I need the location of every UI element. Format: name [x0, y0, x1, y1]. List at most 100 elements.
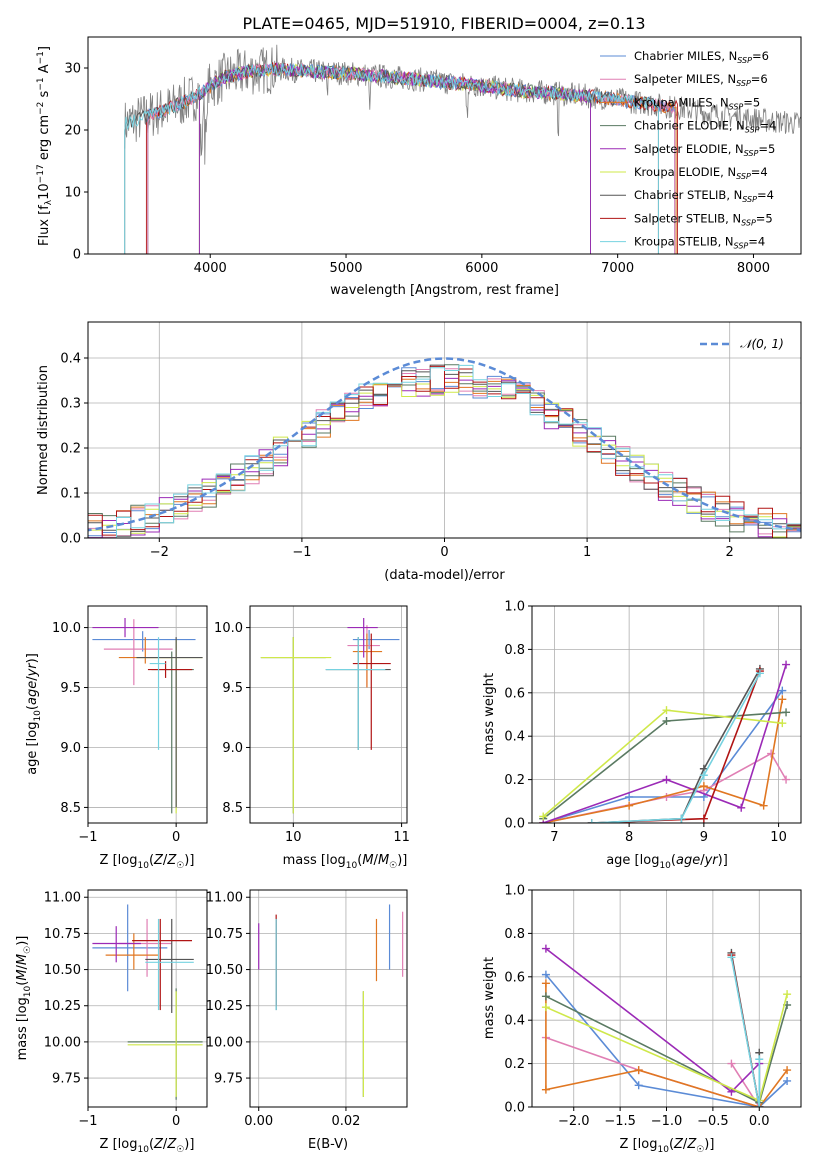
weight-marker [541, 1085, 550, 1094]
axes-border [87, 605, 208, 824]
y-tick-label: 10.25 [206, 999, 243, 1014]
weight-marker [634, 1081, 643, 1090]
legend-label: Chabrier ELODIE, NSSP=4 [634, 119, 776, 135]
label-part: λ [44, 199, 54, 205]
x-tick-label: 8 [625, 830, 633, 845]
label-part: )] [397, 853, 407, 868]
label-part: Salpeter MILES, N [634, 72, 736, 86]
label-part: ☉ [176, 1145, 184, 1155]
y-tick-label: 8.5 [60, 801, 81, 816]
label-part: yr [704, 853, 720, 868]
axes-frame: −2 −1 0 1 2 0.0 0.1 0.2 0.3 0.4 [60, 321, 802, 560]
y-tick-label: 10.0 [52, 621, 81, 636]
label-part: / [683, 1137, 688, 1152]
y-tick-label: 0.6 [504, 970, 525, 985]
y-tick-label: 10.0 [214, 621, 243, 636]
plot-area [541, 944, 792, 1107]
weight-marker [587, 819, 596, 823]
y-tick-label: 10.50 [44, 963, 81, 978]
label-part: Chabrier ELODIE, N [634, 119, 745, 133]
y-tick-label: 9.75 [214, 1072, 243, 1087]
label-part: Z [log [100, 1137, 138, 1152]
y-tick-label: 9.5 [222, 681, 243, 696]
legend-label: Salpeter MILES, NSSP=6 [634, 72, 768, 88]
x-axis-label: Z [log10(Z/Z☉)] [620, 1137, 715, 1155]
errorbar-chabrier-miles [92, 631, 196, 652]
x-axis-label: E(B-V) [308, 1137, 348, 1152]
label-part: )] [704, 1137, 714, 1152]
y-tick-label: 0.1 [60, 487, 81, 502]
plot-area [539, 660, 791, 823]
errorbar-chabrier-stelib [145, 918, 194, 1013]
panel-z-age: −1 08.59.09.510.0Z [log10(Z/Z☉)]age [log1… [25, 605, 208, 871]
y-tick-label: 0.6 [504, 686, 525, 701]
weight-marker [727, 953, 736, 962]
label-part: −1 [36, 77, 46, 90]
label-part: ☉ [696, 1145, 704, 1155]
y-tick-label: 0.2 [60, 442, 81, 457]
weight-marker [662, 706, 671, 715]
label-part: SSP [737, 56, 752, 65]
label-part: Z [686, 1137, 697, 1152]
weight-marker [625, 792, 634, 801]
weight-line [730, 957, 761, 1107]
weight-marker [783, 990, 792, 999]
label-part: M [15, 969, 30, 980]
label-part: SSP [744, 149, 759, 158]
plot-area [92, 617, 203, 814]
label-part: Z [166, 1137, 177, 1152]
x-tick-label: 0 [172, 1114, 180, 1129]
label-part: ( [25, 705, 40, 710]
histogram-kroupa-stelib [88, 364, 801, 538]
y-tick-label: 0.2 [504, 1057, 525, 1072]
axes-border [531, 605, 802, 824]
label-part: age [25, 681, 40, 705]
label-part: ( [669, 1137, 674, 1152]
y-tick-label: 10.00 [44, 1035, 81, 1050]
weight-marker [699, 771, 708, 780]
panel-ebv-mass: 0.00 0.02 9.75 10.00 10.25 10.50 10.75 11.00 E(B… [206, 889, 408, 1152]
y-tick-label: 0.0 [60, 532, 81, 547]
weight-series-chabrier-miles [541, 970, 792, 1107]
x-axis-label: wavelength [Angstrom, rest frame] [330, 283, 559, 298]
label-part: =4 [751, 165, 768, 179]
x-tick-label: −1.0 [651, 1114, 683, 1129]
plot-area [88, 357, 801, 538]
label-part: mass [log [15, 997, 30, 1060]
label-part: )] [184, 1137, 194, 1152]
observed-spectrum [124, 44, 801, 165]
label-part: Z [log [620, 1137, 658, 1152]
label-part: Z [673, 1137, 684, 1152]
x-tick-label: 7 [550, 830, 558, 845]
label-part: Kroupa ELODIE, N [634, 165, 736, 179]
label-part: )] [718, 853, 728, 868]
histogram-salpeter-stelib [88, 365, 801, 538]
label-part: =4 [748, 235, 765, 249]
x-tick-label: 0 [440, 545, 448, 560]
label-part: Kroupa STELIB, N [634, 235, 734, 249]
label-part: 10 [23, 985, 33, 997]
x-tick-label: 6000 [465, 261, 498, 276]
x-tick-label: 0.00 [244, 1114, 273, 1129]
axes-frame: 10 11 8.5 9.0 9.5 10.0 [214, 605, 410, 845]
label-part: s [37, 90, 52, 101]
y-tick-label: 10.75 [44, 927, 81, 942]
label-part: SSP [736, 79, 751, 88]
errorbar-kroupa-stelib [145, 918, 194, 1011]
x-tick-label: 8000 [737, 261, 770, 276]
label-part: / [163, 853, 168, 868]
x-tick-label: −1 [78, 1114, 97, 1129]
errorbar-chabrier-stelib [136, 637, 203, 808]
x-tick-label: −1 [78, 830, 97, 845]
label-part: Flux [f [37, 205, 52, 246]
plot-area [260, 617, 400, 814]
label-part: A [37, 64, 52, 77]
y-tick-label: 9.75 [52, 1072, 81, 1087]
errorbar-salpeter-elodie [92, 617, 159, 638]
y-tick-label: 1.0 [504, 600, 525, 615]
